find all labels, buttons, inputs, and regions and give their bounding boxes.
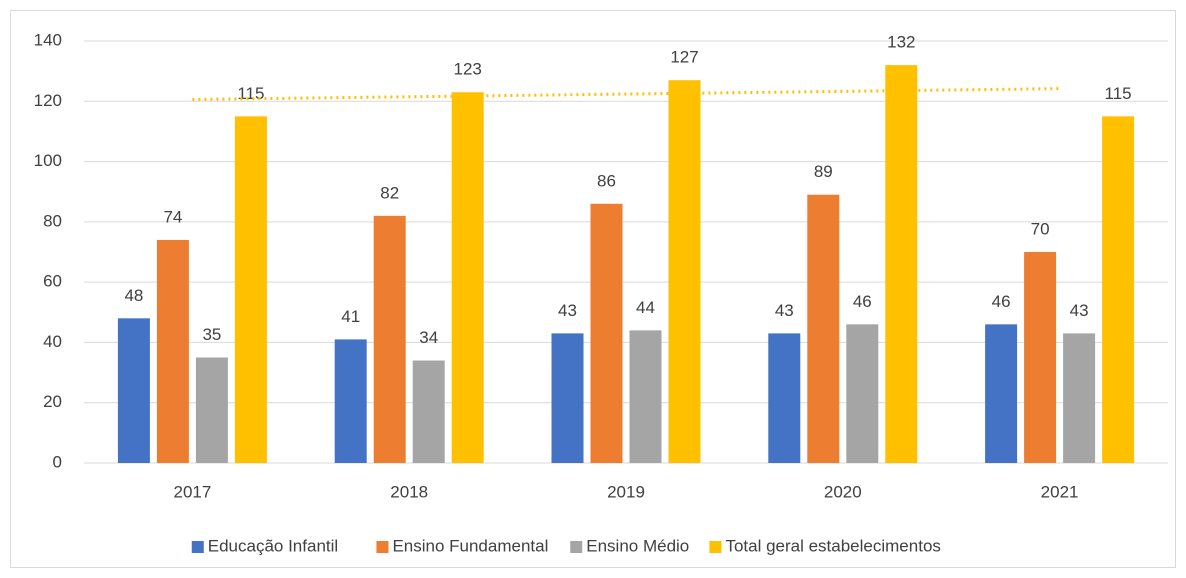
bar	[985, 324, 1018, 463]
data-label: 43	[775, 301, 794, 320]
x-tick-label: 2020	[824, 482, 862, 501]
legend-label: Educação Infantil	[208, 536, 338, 555]
legend-swatch	[191, 541, 204, 553]
data-label: 46	[992, 292, 1011, 311]
bar	[807, 194, 840, 463]
trendline	[192, 87, 1060, 101]
bar	[885, 65, 918, 463]
bar	[117, 318, 150, 463]
bar	[1102, 116, 1135, 463]
data-label: 89	[814, 162, 833, 181]
bar	[768, 333, 801, 463]
data-label: 127	[670, 48, 698, 67]
data-label: 74	[163, 207, 182, 226]
x-tick-label: 2017	[173, 482, 211, 501]
bar	[551, 333, 584, 463]
bar	[629, 330, 662, 463]
y-tick-label: 60	[43, 272, 62, 291]
legend-swatch	[376, 541, 389, 553]
x-tick-label: 2019	[607, 482, 645, 501]
y-tick-label: 140	[34, 30, 62, 49]
y-tick-label: 40	[43, 332, 62, 351]
data-label: 35	[202, 325, 221, 344]
data-label: 115	[237, 84, 264, 103]
bar	[1024, 252, 1057, 463]
bar	[846, 324, 879, 463]
bar	[590, 203, 623, 463]
data-label: 48	[124, 286, 143, 305]
data-label: 43	[558, 301, 577, 320]
data-label: 44	[636, 298, 655, 317]
data-label: 82	[380, 183, 399, 202]
x-tick-label: 2021	[1041, 482, 1079, 501]
data-label: 43	[1070, 301, 1089, 320]
data-label: 70	[1031, 219, 1050, 238]
bar	[412, 360, 445, 463]
y-tick-label: 120	[34, 91, 62, 110]
bar	[334, 339, 367, 463]
data-label: 86	[597, 171, 616, 190]
data-label: 34	[419, 328, 438, 347]
bar	[373, 215, 406, 463]
bar	[668, 80, 701, 463]
y-tick-label: 20	[43, 392, 62, 411]
legend-swatch	[709, 541, 722, 553]
legend-label: Ensino Fundamental	[392, 536, 548, 555]
legend-label: Ensino Médio	[586, 536, 689, 555]
bar	[195, 357, 228, 463]
bar	[1063, 333, 1096, 463]
y-tick-label: 80	[43, 211, 62, 230]
data-label: 46	[853, 292, 872, 311]
bar	[451, 92, 484, 463]
x-tick-label: 2018	[390, 482, 428, 501]
data-label: 115	[1105, 84, 1132, 103]
data-label: 41	[341, 307, 360, 326]
data-label: 132	[887, 33, 915, 52]
data-label: 123	[454, 60, 482, 79]
y-tick-label: 0	[53, 452, 62, 471]
y-tick-label: 100	[34, 151, 62, 170]
legend-label: Total geral estabelecimentos	[725, 536, 940, 555]
bar	[156, 239, 189, 463]
legend-swatch	[570, 541, 583, 553]
bar	[234, 116, 267, 463]
